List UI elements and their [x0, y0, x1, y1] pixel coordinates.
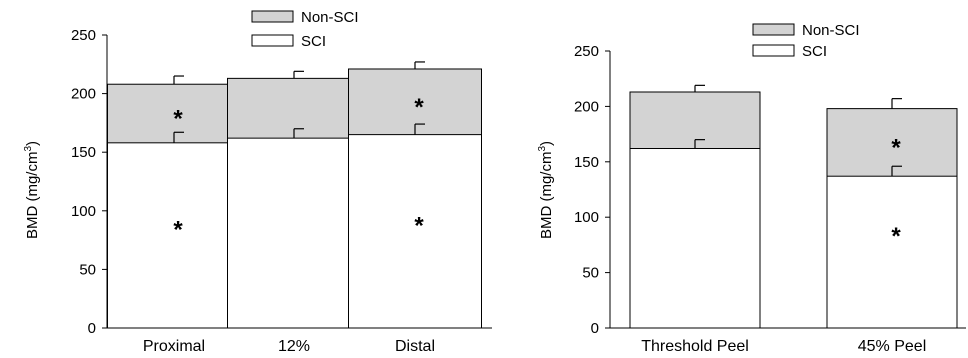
y-axis-label-text: BMD (mg/cm: [24, 152, 41, 240]
significance-star-non-sci: *: [414, 94, 424, 121]
y-tick-label: 100: [574, 209, 599, 226]
y-tick-label: 100: [71, 203, 96, 220]
y-tick-label: 250: [574, 43, 599, 60]
legend-swatch-non-sci: [251, 10, 294, 23]
y-tick-label: 250: [71, 27, 96, 44]
y-tick-label: 200: [71, 86, 96, 103]
significance-star-non-sci: *: [173, 106, 183, 133]
y-tick-label: 0: [88, 320, 96, 337]
legend-label-sci: SCI: [301, 33, 326, 50]
legend-label-non-sci: Non-SCI: [301, 9, 359, 26]
y-axis-label-text: BMD (mg/cm: [538, 152, 555, 240]
significance-star-sci: *: [173, 216, 183, 243]
y-axis-label-close: ): [24, 141, 41, 146]
y-axis-label-right: BMD (mg/cm3): [537, 141, 555, 239]
significance-star-non-sci: *: [891, 134, 901, 161]
significance-star-sci: *: [891, 223, 901, 250]
y-tick-label: 50: [582, 265, 599, 282]
legend-swatch-sci: [251, 34, 294, 47]
bar-sci: [348, 134, 482, 329]
marks-left: 0 50 100 150 200 250 * * Proximal 12% * * Distal: [71, 27, 492, 355]
y-axis-label-superscript: 3: [537, 146, 548, 152]
bar-sci: [629, 148, 761, 329]
x-category-label: Threshold Peel: [641, 338, 749, 355]
legend-label-non-sci: Non-SCI: [802, 22, 860, 39]
x-category-label: Proximal: [143, 338, 205, 355]
marks-right: 0 50 100 150 200 250 Threshold Peel * * 45% Peel: [574, 43, 966, 355]
y-axis-label-superscript: 3: [23, 146, 34, 152]
legend-label-sci: SCI: [802, 43, 827, 60]
chart-panel-right: Non-SCI SCI BMD (mg/cm3) 0 50 100 150 200 250…: [537, 22, 966, 355]
x-category-label: 45% Peel: [858, 338, 927, 355]
y-tick-label: 150: [574, 154, 599, 171]
legend-swatch-non-sci: [752, 23, 795, 36]
bar-sci: [227, 137, 361, 329]
legend-swatch-sci: [752, 44, 795, 57]
y-tick-label: 150: [71, 144, 96, 161]
y-tick-label: 0: [591, 320, 599, 337]
chart-panel-left: Non-SCI SCI BMD (mg/cm3) 0 50 100 150 200 250…: [23, 9, 492, 355]
legend-left: Non-SCI SCI: [251, 9, 359, 50]
y-tick-label: 200: [574, 98, 599, 115]
x-category-label: 12%: [278, 338, 310, 355]
y-axis-label-close: ): [538, 141, 555, 146]
significance-star-sci: *: [414, 212, 424, 239]
legend-right: Non-SCI SCI: [752, 22, 860, 60]
x-category-label: Distal: [395, 338, 435, 355]
bar-sci: [826, 175, 958, 329]
y-tick-label: 50: [79, 261, 96, 278]
bar-sci: [107, 142, 241, 329]
y-axis-label-left: BMD (mg/cm3): [23, 141, 41, 239]
